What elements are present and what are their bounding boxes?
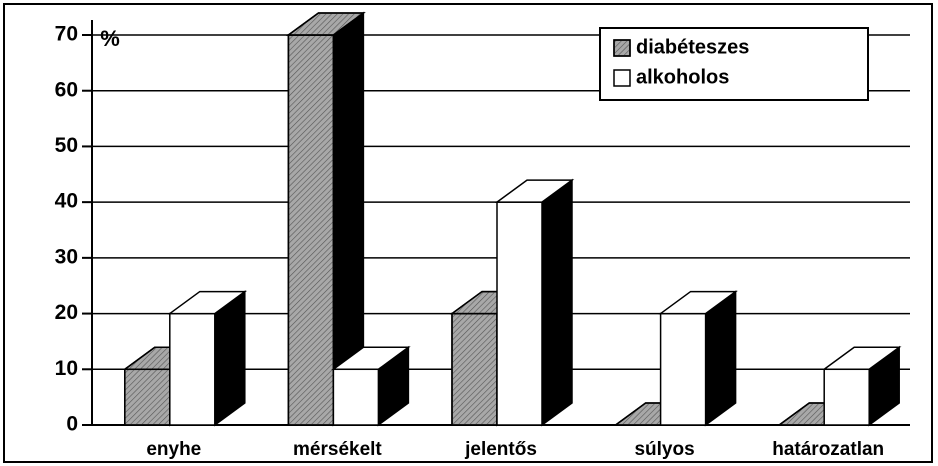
y-tick-label: 70 (55, 23, 78, 46)
y-tick-label: 60 (55, 78, 78, 101)
bar-side (541, 178, 573, 427)
legend-swatch (613, 69, 631, 87)
x-tick-label: határozatlan (772, 439, 884, 460)
y-tick-label: 20 (55, 301, 78, 324)
bar-side (214, 290, 246, 427)
bar (332, 368, 380, 426)
bar-hatch (287, 34, 335, 426)
bar-hatch (451, 312, 498, 426)
bar (496, 201, 543, 426)
bar (823, 368, 870, 426)
legend: diabéteszes alkoholos (599, 27, 869, 101)
bar-top (331, 346, 411, 371)
frame (3, 3, 933, 463)
legend-swatch-hatch (613, 39, 631, 57)
y-tick-label: 50 (55, 134, 78, 157)
x-tick-label: jelentős (464, 439, 537, 460)
y-axis-label: % (100, 26, 120, 51)
legend-label: alkoholos (636, 66, 729, 88)
x-tick-label: súlyos (634, 439, 694, 460)
y-tick-label: 40 (55, 190, 78, 213)
bar (169, 312, 216, 426)
bar-side (704, 290, 737, 427)
bar-top (658, 290, 738, 315)
bar-top (494, 179, 575, 203)
bar-top (167, 290, 248, 315)
legend-label: diabéteszes (636, 36, 749, 58)
legend-box (599, 27, 869, 101)
bar-top-hatch (286, 12, 366, 36)
bar (659, 312, 707, 426)
y-tick-label: 0 (66, 413, 78, 436)
y-tick-label: 30 (55, 245, 78, 268)
bar-top (821, 346, 902, 371)
x-tick-label: enyhe (146, 439, 201, 460)
x-tick-label: mérsékelt (293, 439, 382, 460)
y-tick-label: 10 (55, 357, 78, 380)
bar-hatch (124, 368, 171, 426)
